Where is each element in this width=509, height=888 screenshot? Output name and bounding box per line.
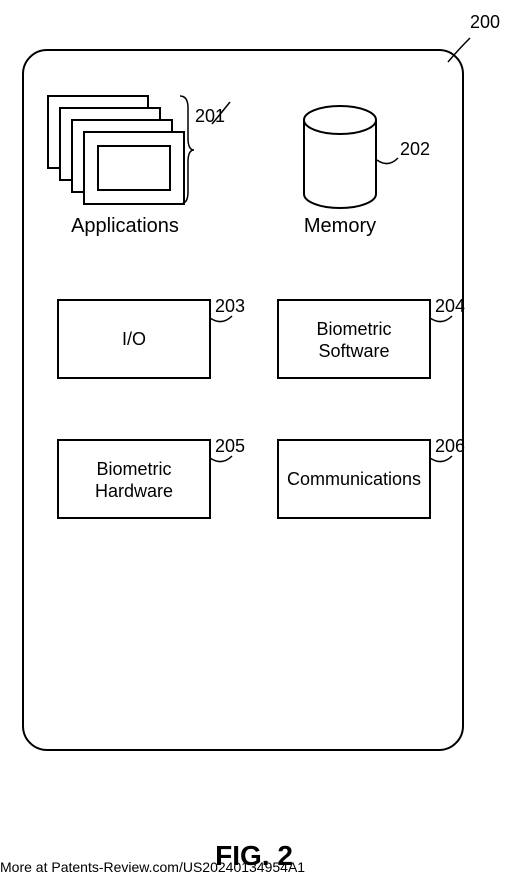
lead-200 xyxy=(448,38,470,62)
applications-caption: Applications xyxy=(71,215,179,237)
bsw-label-2: Software xyxy=(318,341,389,361)
biometric-hardware-box xyxy=(58,440,210,518)
io-label: I/O xyxy=(122,329,146,349)
biometric-software-box xyxy=(278,300,430,378)
ref-201: 201 xyxy=(195,106,225,126)
lead-205 xyxy=(210,456,232,462)
lead-204 xyxy=(430,316,452,322)
bsw-label-1: Biometric xyxy=(316,319,391,339)
ref-200: 200 xyxy=(470,12,500,32)
patent-figure: 200 Applications 201 Memory 202 I/O 203 … xyxy=(0,0,509,888)
lead-202 xyxy=(377,158,398,164)
memory-icon xyxy=(304,106,376,208)
ref-206: 206 xyxy=(435,436,465,456)
applications-icon xyxy=(48,96,184,204)
memory-caption: Memory xyxy=(304,215,376,237)
ref-204: 204 xyxy=(435,296,465,316)
lead-203 xyxy=(210,316,232,322)
ref-202: 202 xyxy=(400,139,430,159)
lead-206 xyxy=(430,456,452,462)
ref-205: 205 xyxy=(215,436,245,456)
comm-label: Communications xyxy=(287,469,421,489)
bhw-label-1: Biometric xyxy=(96,459,171,479)
ref-203: 203 xyxy=(215,296,245,316)
bhw-label-2: Hardware xyxy=(95,481,173,501)
footer-watermark: More at Patents-Review.com/US20240134954… xyxy=(0,859,305,875)
